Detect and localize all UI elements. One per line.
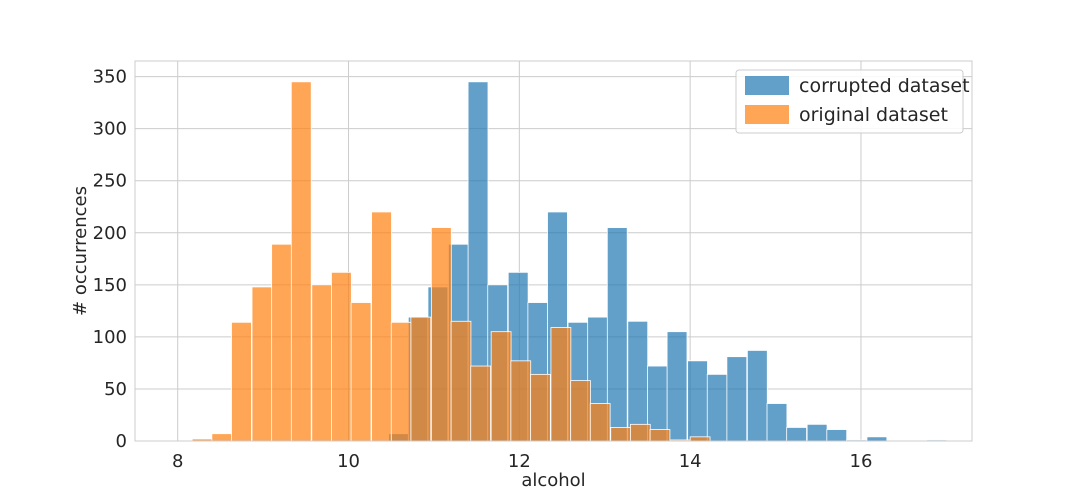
histogram-bar: [550, 327, 572, 442]
histogram-bar: [211, 433, 233, 442]
histogram-bar: [649, 429, 671, 442]
histogram-bar: [706, 373, 728, 442]
histogram-bar: [766, 403, 788, 442]
x-tick-label: 8: [172, 451, 183, 472]
histogram-bar: [271, 243, 292, 442]
y-tick-label: 150: [93, 275, 127, 296]
legend-label-original: original dataset: [799, 104, 948, 126]
x-tick-label: 10: [337, 451, 360, 472]
histogram-bar: [331, 271, 352, 442]
y-axis-label: # occurrences: [70, 186, 91, 316]
bars: [191, 81, 948, 442]
histogram-bar: [826, 429, 848, 442]
histogram-bar: [806, 423, 828, 442]
histogram-bar: [570, 380, 591, 442]
histogram-bar: [530, 373, 551, 442]
histogram-bar: [687, 360, 708, 442]
histogram-bar: [689, 436, 711, 442]
x-axis-label: alcohol: [521, 470, 585, 491]
legend-swatch-corrupted: [745, 76, 789, 95]
histogram-bar: [866, 436, 888, 442]
y-tick-label: 0: [116, 431, 127, 452]
histogram-bar: [589, 403, 611, 442]
x-tick-label: 12: [508, 451, 531, 472]
x-tick-label: 16: [850, 451, 873, 472]
histogram-bar: [350, 302, 372, 442]
tick-labels: 8 10 12 14 16 0 50 100 150 200 250 300 350: [93, 67, 873, 472]
histogram-bar: [410, 316, 432, 442]
y-tick-label: 300: [93, 119, 127, 140]
legend-swatch-original: [745, 105, 789, 124]
legend: corrupted dataset original dataset: [735, 69, 970, 134]
histogram-bar: [726, 356, 748, 442]
histogram-bar: [251, 286, 273, 442]
histogram-bar: [746, 350, 768, 442]
plot-frame: [134, 60, 973, 442]
histogram-bar: [390, 321, 412, 442]
histogram-bar: [231, 321, 252, 442]
series-original: [191, 81, 711, 442]
histogram-bar: [490, 331, 512, 442]
histogram-bar: [510, 360, 532, 442]
y-tick-label: 200: [93, 223, 127, 244]
histogram-bar: [610, 427, 632, 442]
histogram-bar: [290, 81, 312, 442]
x-tick-label: 14: [679, 451, 702, 472]
legend-label-corrupted: corrupted dataset: [799, 75, 970, 97]
legend-box: [735, 69, 964, 134]
histogram-bar: [666, 331, 688, 442]
y-tick-label: 250: [93, 171, 127, 192]
histogram-bar: [450, 320, 472, 442]
histogram-bar: [371, 211, 392, 442]
y-tick-label: 50: [104, 379, 127, 400]
y-tick-label: 100: [93, 327, 127, 348]
histogram-bar: [627, 320, 649, 442]
histogram-bar: [470, 365, 491, 442]
histogram-bar: [786, 427, 807, 442]
histogram-bar: [430, 227, 452, 442]
histogram-bar: [311, 284, 333, 442]
histogram-bar: [629, 423, 651, 442]
y-tick-label: 350: [93, 67, 127, 88]
